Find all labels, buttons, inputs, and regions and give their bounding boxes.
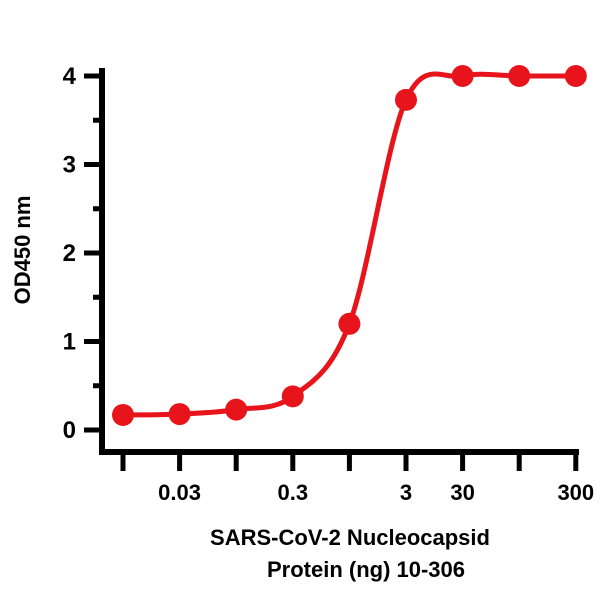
data-point (225, 398, 248, 421)
y-tick-label: 4 (63, 63, 77, 90)
data-point (451, 65, 474, 87)
y-axis-label: OD450 nm (10, 196, 35, 305)
axes: 0 1 2 3 4 0.03 0.3 3 30 300 (63, 63, 595, 505)
x-tick-label: 3 (400, 480, 412, 505)
x-tick-label: 300 (557, 480, 594, 505)
x-tick-label: 0.03 (158, 480, 201, 505)
data-point (564, 65, 587, 87)
data-point (281, 385, 304, 408)
data-point (338, 312, 361, 335)
data-point (112, 403, 134, 426)
y-tick-label: 2 (63, 240, 76, 267)
data-point (168, 403, 191, 426)
y-tick-label: 1 (63, 329, 76, 356)
data-point (508, 65, 531, 87)
y-tick-label: 3 (63, 152, 76, 179)
x-axis-label-line2: Protein (ng) 10-306 (267, 557, 465, 582)
data-points (112, 65, 587, 426)
fit-curve-group (122, 71, 576, 418)
x-axis-label-line1: SARS-CoV-2 Nucleocapsid (210, 525, 490, 550)
x-tick-label: 0.3 (278, 480, 309, 505)
fit-curve (122, 71, 576, 418)
data-point (395, 88, 417, 111)
x-tick-label: 30 (450, 480, 474, 505)
y-tick-label: 0 (63, 417, 76, 444)
